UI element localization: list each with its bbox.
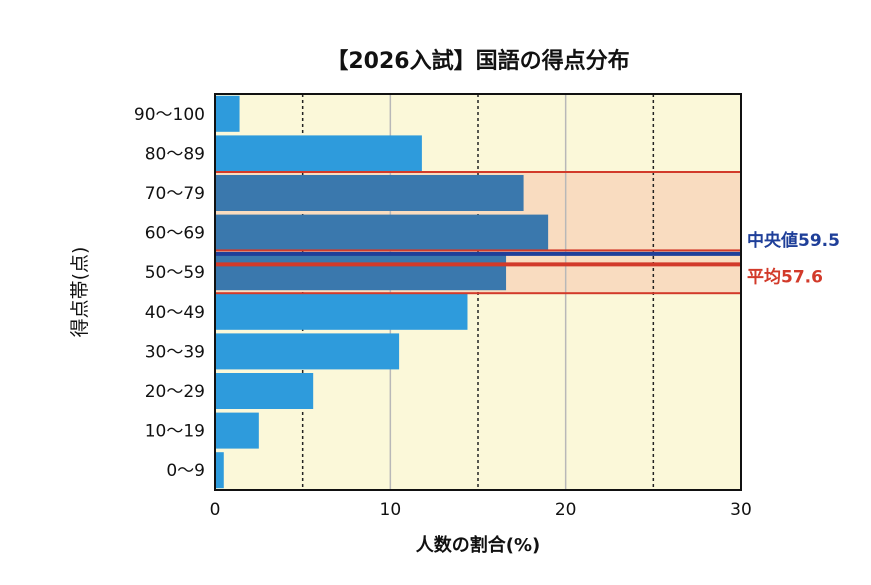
- y-axis-label: 得点帯(点): [69, 247, 91, 338]
- y-tick-label: 0〜9: [166, 461, 205, 481]
- y-tick-label: 70〜79: [145, 184, 205, 204]
- y-tick-label: 80〜89: [145, 144, 205, 164]
- plot-area: 90〜100 80〜89 70〜79 60〜69 50〜59 40〜49 30〜39 20〜2…: [134, 93, 840, 520]
- y-tick-label: 60〜69: [145, 224, 205, 244]
- x-tick-label: 0: [210, 500, 221, 520]
- x-tick-label: 10: [380, 500, 402, 520]
- x-tick-label: 30: [730, 500, 752, 520]
- bar: [215, 293, 468, 330]
- median-label: 中央値59.5: [747, 230, 840, 251]
- bar: [215, 373, 314, 409]
- bar: [215, 175, 524, 211]
- plot-frame: [214, 93, 742, 491]
- bar: [215, 95, 240, 132]
- bar: [215, 214, 549, 251]
- chart-title: 【2026入試】国語の得点分布: [326, 48, 629, 74]
- y-tick-label: 10〜19: [145, 422, 205, 442]
- y-tick-label: 50〜59: [145, 263, 205, 283]
- bar: [215, 412, 259, 449]
- x-tick-label: 20: [555, 500, 577, 520]
- bar: [215, 135, 422, 172]
- x-axis-label: 人数の割合(%): [416, 534, 541, 556]
- mean-label: 平均57.6: [747, 266, 823, 287]
- y-tick-label: 30〜39: [145, 342, 205, 362]
- bar: [215, 254, 507, 291]
- y-tick-label: 90〜100: [134, 105, 205, 125]
- bar: [215, 333, 400, 370]
- y-tick-label: 40〜49: [145, 303, 205, 323]
- bar: [215, 452, 224, 489]
- y-tick-label: 20〜29: [145, 382, 205, 402]
